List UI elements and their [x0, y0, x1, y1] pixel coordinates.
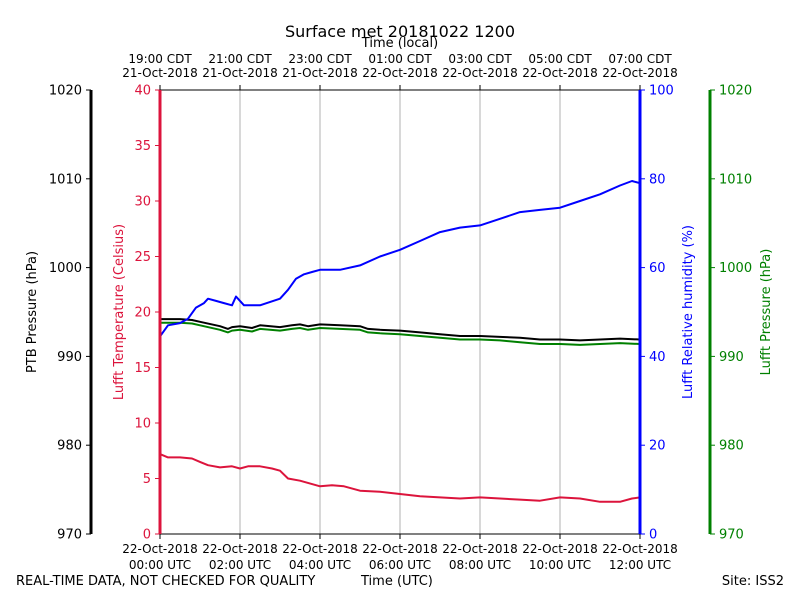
x-tick-top-time: 21:00 CDT — [208, 52, 272, 66]
temperature-tick-label: 30 — [134, 195, 151, 210]
lufft-pressure-tick-label: 1010 — [719, 172, 752, 187]
temperature-axis-label: Lufft Temperature (Celsius) — [112, 224, 127, 400]
x-tick-bottom-time: 08:00 UTC — [449, 558, 511, 572]
x-tick-top-date: 22-Oct-2018 — [522, 66, 598, 80]
axis-label-layer: PTB Pressure (hPa) Lufft Temperature (Cel… — [25, 224, 774, 400]
temperature-tick-label: 0 — [143, 528, 151, 543]
x-tick-top-time: 05:00 CDT — [528, 52, 592, 66]
ptb-pressure-tick-label: 1020 — [49, 84, 82, 99]
quality-disclaimer: REAL-TIME DATA, NOT CHECKED FOR QUALITY — [16, 574, 316, 589]
humidity-axis-label: Lufft Relative humidity (%) — [681, 225, 696, 399]
humidity-tick-label: 100 — [649, 84, 674, 99]
ptb-pressure-tick-label: 1010 — [49, 172, 82, 187]
chart-title: Surface met 20181022 1200 — [285, 22, 515, 41]
humidity-tick-label: 20 — [649, 439, 666, 454]
temperature-tick-label: 20 — [134, 306, 151, 321]
ptb-pressure-tick-label: 970 — [57, 528, 82, 543]
temperature-tick-label: 40 — [134, 84, 151, 99]
temperature-tick-label: 25 — [134, 250, 151, 265]
lufft-pressure-tick-label: 980 — [719, 439, 744, 454]
x-tick-bottom-time: 04:00 UTC — [289, 558, 351, 572]
x-tick-top-date: 22-Oct-2018 — [602, 66, 678, 80]
humidity-tick-label: 40 — [649, 350, 666, 365]
lufft-pressure-tick-label: 990 — [719, 350, 744, 365]
x-tick-bottom-date: 22-Oct-2018 — [362, 542, 438, 556]
x-tick-bottom-time: 12:00 UTC — [609, 558, 671, 572]
temperature-tick-label: 5 — [143, 472, 151, 487]
x-tick-top-date: 21-Oct-2018 — [202, 66, 278, 80]
temperature-tick-label: 10 — [134, 417, 151, 432]
x-tick-bottom-time: 00:00 UTC — [129, 558, 191, 572]
lufft-pressure-tick-label: 1000 — [719, 261, 752, 276]
humidity-tick-label: 80 — [649, 172, 666, 187]
lufft-pressure-tick-label: 970 — [719, 528, 744, 543]
x-tick-top-time: 03:00 CDT — [448, 52, 512, 66]
series-layer — [159, 180, 641, 503]
humidity-tick-label: 60 — [649, 261, 666, 276]
x-tick-bottom-time: 02:00 UTC — [209, 558, 271, 572]
x-tick-top-date: 21-Oct-2018 — [122, 66, 198, 80]
x-axis-title: Time (UTC) — [361, 574, 433, 589]
x-tick-top-time: 01:00 CDT — [368, 52, 432, 66]
temperature-tick-label: 35 — [134, 139, 151, 154]
x-tick-top-time: 19:00 CDT — [128, 52, 192, 66]
x-tick-bottom-time: 06:00 UTC — [369, 558, 431, 572]
ptb-pressure-tick-label: 990 — [57, 350, 82, 365]
x-tick-bottom-date: 22-Oct-2018 — [122, 542, 198, 556]
lufft-temperature-line — [159, 453, 641, 503]
x-tick-bottom-date: 22-Oct-2018 — [282, 542, 358, 556]
x-tick-bottom-date: 22-Oct-2018 — [202, 542, 278, 556]
x-tick-top-date: 22-Oct-2018 — [442, 66, 518, 80]
x-tick-bottom-date: 22-Oct-2018 — [442, 542, 518, 556]
x-tick-bottom-time: 10:00 UTC — [529, 558, 591, 572]
lufft-pressure-tick-label: 1020 — [719, 84, 752, 99]
x-tick-top-date: 22-Oct-2018 — [362, 66, 438, 80]
ptb-pressure-tick-label: 980 — [57, 439, 82, 454]
x-tick-top-time: 23:00 CDT — [288, 52, 352, 66]
x-tick-bottom-date: 22-Oct-2018 — [522, 542, 598, 556]
x-tick-top-time: 07:00 CDT — [608, 52, 672, 66]
humidity-tick-label: 0 — [649, 528, 657, 543]
tick-layer: 970 980 990 1000 1010 1020 0 5 10 15 20 25 30 35 40 0 20… — [49, 52, 752, 572]
lufft-pressure-line — [160, 321, 641, 346]
site-label: Site: ISS2 — [721, 574, 784, 589]
ptb-pressure-tick-label: 1000 — [49, 261, 82, 276]
top-axis-label: Time (local) — [361, 36, 438, 51]
x-tick-top-date: 21-Oct-2018 — [282, 66, 358, 80]
temperature-tick-label: 15 — [134, 361, 151, 376]
lufft-relative-humidity-line — [159, 180, 641, 337]
x-tick-bottom-date: 22-Oct-2018 — [602, 542, 678, 556]
ptb-pressure-line — [160, 318, 641, 342]
lufft-pressure-axis-label: Lufft Pressure (hPa) — [759, 249, 774, 376]
grid-lines — [239, 90, 561, 534]
ptb-pressure-axis-label: PTB Pressure (hPa) — [25, 251, 40, 373]
